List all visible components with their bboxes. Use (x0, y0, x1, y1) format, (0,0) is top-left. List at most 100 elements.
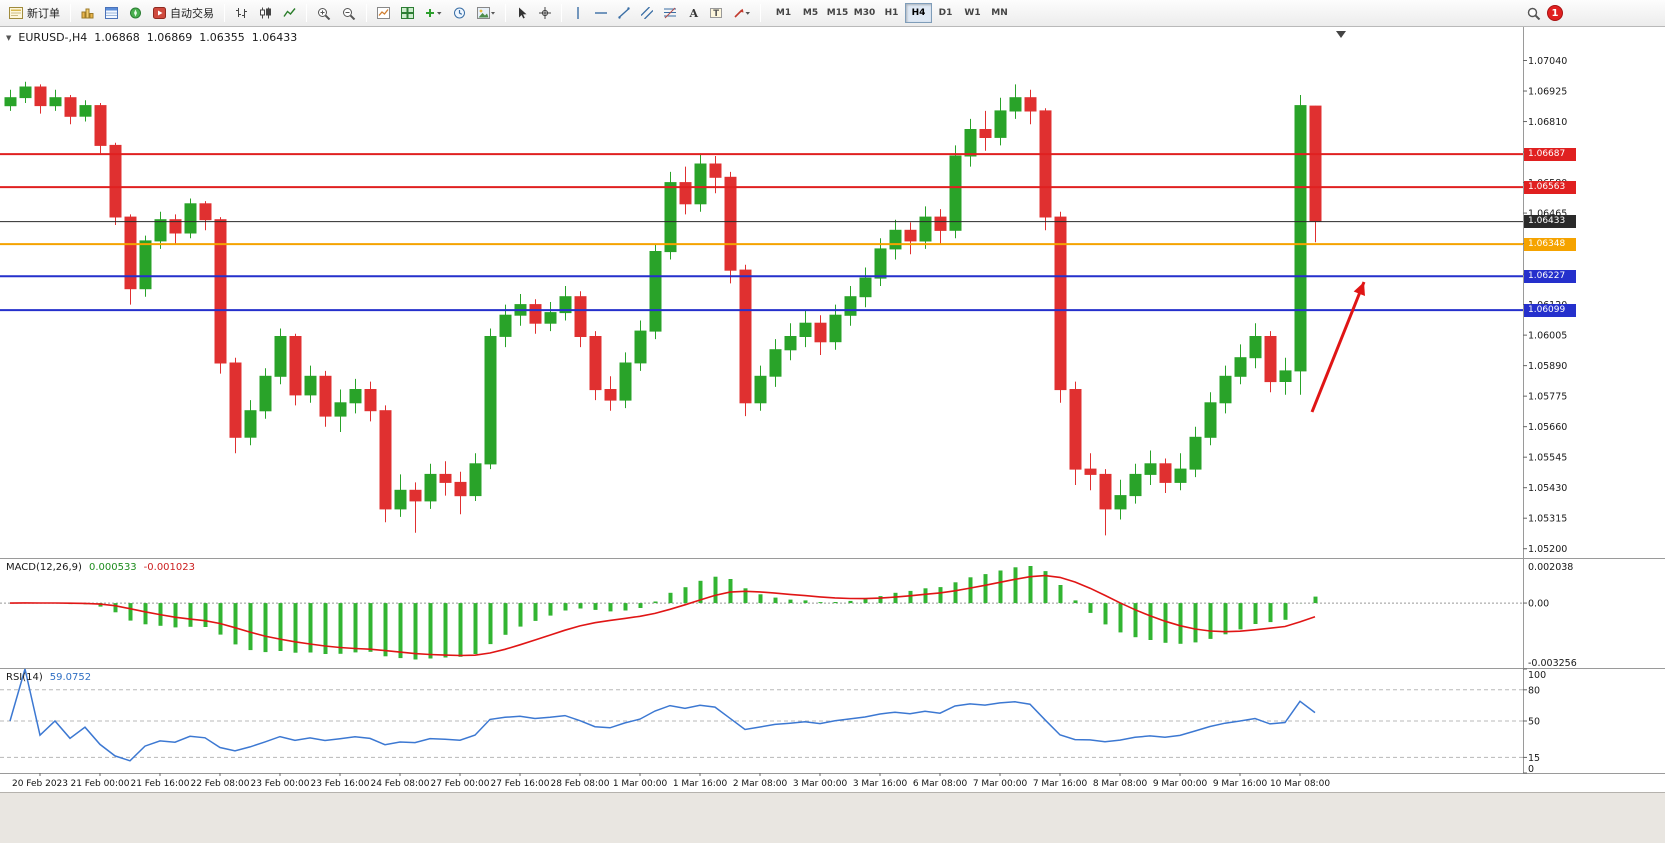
navigator-button[interactable] (124, 2, 147, 24)
svg-text:1.07040: 1.07040 (1528, 56, 1567, 67)
resistance-line-1-price-badge: 1.06687 (1524, 147, 1576, 161)
horizontal-line-button[interactable] (590, 2, 612, 24)
svg-text:1.05315: 1.05315 (1528, 514, 1567, 525)
toolbar-separator (505, 4, 506, 22)
pivot-line-price-badge: 1.06348 (1524, 237, 1576, 251)
search-button[interactable] (1522, 2, 1546, 24)
svg-text:0: 0 (1528, 764, 1534, 775)
svg-text:1.06810: 1.06810 (1528, 117, 1567, 128)
notification-badge[interactable]: 1 (1547, 5, 1563, 21)
timeframe-button-m5[interactable]: M5 (797, 3, 824, 23)
arrow-object-icon (734, 8, 750, 18)
svg-text:20 Feb 2023: 20 Feb 2023 (12, 779, 68, 789)
new-order-button[interactable]: 新订单 (4, 2, 65, 24)
time-axis[interactable]: 20 Feb 2023 21 Feb 00:00 21 Feb 16:00 22 Fe… (12, 773, 1330, 789)
timeframe-button-m1[interactable]: M1 (770, 3, 797, 23)
text-button[interactable]: A (682, 2, 704, 24)
chart-quote-header: ▼ EURUSD-,H4 1.06868 1.06869 1.06355 1.0… (6, 31, 297, 44)
timeframe-toolbar: M1 M5 M15 M30 H1 H4 D1 W1 MN (770, 3, 1013, 23)
tile-windows-icon (401, 7, 414, 19)
autotrading-label: 自动交易 (170, 7, 214, 20)
text-label-button[interactable]: T (705, 2, 727, 24)
periods-button[interactable] (448, 2, 471, 24)
chart-window[interactable]: 1.070401.069251.068101.066951.065801.064… (0, 27, 1665, 792)
chart-shift-marker[interactable] (1336, 31, 1346, 38)
quote-close: 1.06433 (251, 31, 298, 44)
crosshair-button[interactable] (534, 2, 556, 24)
text-label-icon: T (710, 8, 722, 19)
market-watch-icon (81, 8, 94, 19)
timeframe-button-mn[interactable]: MN (986, 3, 1013, 23)
navigator-icon (130, 7, 141, 19)
autotrading-icon (153, 7, 166, 19)
vertical-line-icon (577, 7, 579, 19)
symbol-period-label: EURUSD-,H4 (18, 31, 88, 44)
macd-indicator: 0.002038 0.00 -0.003256 (0, 562, 1577, 669)
vertical-line-button[interactable] (567, 2, 589, 24)
svg-text:23 Feb 00:00: 23 Feb 00:00 (250, 779, 309, 789)
svg-text:28 Feb 08:00: 28 Feb 08:00 (550, 779, 609, 789)
channel-icon (641, 7, 653, 19)
line-chart-button[interactable] (278, 2, 301, 24)
zoom-in-button[interactable] (312, 2, 336, 24)
macd-signal-line (9, 574, 1316, 657)
svg-text:3 Mar 16:00: 3 Mar 16:00 (853, 779, 908, 789)
svg-text:7 Mar 16:00: 7 Mar 16:00 (1033, 779, 1088, 789)
bar-chart-icon (236, 8, 247, 18)
add-indicator-icon (426, 9, 442, 17)
zoom-out-icon (343, 7, 356, 20)
svg-text:50: 50 (1528, 717, 1540, 728)
svg-text:1 Mar 00:00: 1 Mar 00:00 (613, 779, 668, 789)
rsi-indicator-label: RSI(14) (6, 672, 43, 683)
trend-arrow-object[interactable] (1310, 281, 1366, 413)
data-window-button[interactable] (100, 2, 123, 24)
timeframe-button-h1[interactable]: H1 (878, 3, 905, 23)
trendline-icon (618, 7, 630, 19)
zoom-out-button[interactable] (337, 2, 361, 24)
svg-text:80: 80 (1528, 685, 1540, 696)
channel-button[interactable] (636, 2, 658, 24)
svg-text:22 Feb 08:00: 22 Feb 08:00 (190, 779, 249, 789)
add-indicator-button[interactable] (420, 2, 447, 24)
candlestick-chart-button[interactable] (254, 2, 277, 24)
symbol-dropdown-icon[interactable]: ▼ (6, 33, 12, 42)
timeframe-button-d1[interactable]: D1 (932, 3, 959, 23)
panel-separators[interactable] (0, 27, 1665, 774)
svg-text:3 Mar 00:00: 3 Mar 00:00 (793, 779, 848, 789)
arrows-button[interactable] (728, 2, 755, 24)
trendline-button[interactable] (613, 2, 635, 24)
rsi-panel-header: RSI(14) 59.0752 (6, 672, 91, 683)
svg-text:6 Mar 08:00: 6 Mar 08:00 (913, 779, 968, 789)
support-line-2-price-badge: 1.06099 (1524, 303, 1576, 317)
cursor-button[interactable] (511, 2, 533, 24)
svg-text:1.05775: 1.05775 (1528, 392, 1567, 403)
svg-text:27 Feb 16:00: 27 Feb 16:00 (490, 779, 549, 789)
data-window-icon (105, 7, 118, 19)
rsi-line (9, 668, 1316, 762)
svg-text:8 Mar 08:00: 8 Mar 08:00 (1093, 779, 1148, 789)
bar-chart-button[interactable] (230, 2, 253, 24)
svg-text:9 Mar 00:00: 9 Mar 00:00 (1153, 779, 1208, 789)
timeframe-button-m30[interactable]: M30 (851, 3, 878, 23)
rsi-indicator: 100 80 50 150 (0, 668, 1546, 775)
text-icon: A (688, 7, 698, 19)
main-toolbar: 新订单 自动交易 (0, 0, 1665, 27)
toolbar-separator (366, 4, 367, 22)
timeframe-button-m15[interactable]: M15 (824, 3, 851, 23)
fibonacci-button[interactable] (659, 2, 681, 24)
market-watch-button[interactable] (76, 2, 99, 24)
timeframe-button-w1[interactable]: W1 (959, 3, 986, 23)
toolbar-separator (70, 4, 71, 22)
quote-low: 1.06355 (199, 31, 245, 44)
price-chart[interactable]: 1.070401.069251.068101.066951.065801.064… (0, 27, 1665, 792)
templates-button[interactable] (472, 2, 500, 24)
svg-text:1.06005: 1.06005 (1528, 331, 1567, 342)
tile-windows-button[interactable] (396, 2, 419, 24)
svg-text:1.05430: 1.05430 (1528, 483, 1567, 494)
autotrading-button[interactable]: 自动交易 (148, 2, 219, 24)
svg-text:1.05545: 1.05545 (1528, 453, 1567, 464)
svg-text:1.05200: 1.05200 (1528, 544, 1567, 555)
new-chart-button[interactable] (372, 2, 395, 24)
timeframe-button-h4[interactable]: H4 (905, 3, 932, 23)
quote-high: 1.06869 (146, 31, 193, 44)
